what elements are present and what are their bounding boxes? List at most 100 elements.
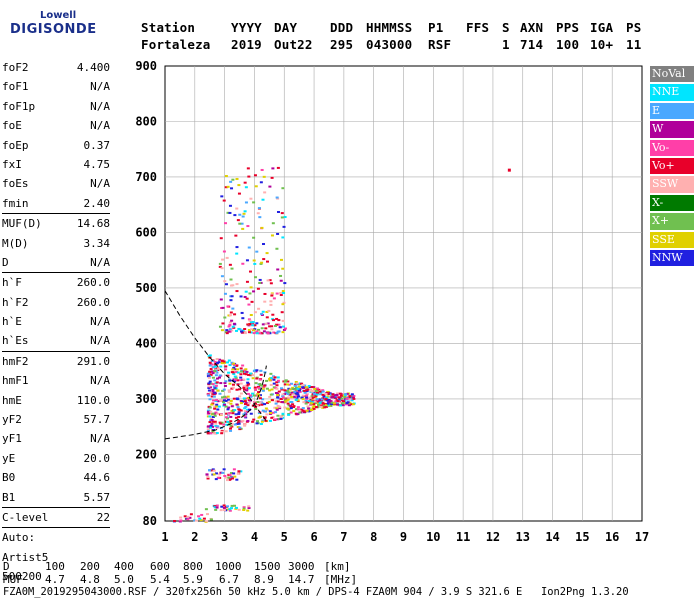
- echo-point: [208, 469, 212, 472]
- echo-point: [224, 368, 228, 371]
- echo-point: [246, 396, 250, 399]
- echo-point: [208, 406, 212, 409]
- echo-point: [258, 397, 262, 400]
- param-row: foF1 N/A: [2, 77, 110, 96]
- echo-point: [312, 407, 316, 410]
- echo-point: [213, 420, 217, 423]
- echo-point: [302, 389, 306, 392]
- echo-point: [313, 387, 317, 390]
- echo-point: [315, 391, 319, 394]
- echo-point: [250, 328, 254, 331]
- x-tick-label: 16: [605, 530, 619, 544]
- echo-point: [213, 414, 217, 417]
- echo-point: [267, 309, 271, 312]
- echo-point: [336, 392, 340, 395]
- echo-point: [344, 403, 348, 406]
- echo-point: [234, 416, 238, 419]
- param-row: foF2 4.400: [2, 58, 110, 77]
- echo-point: [312, 392, 316, 395]
- echo-point: [268, 332, 272, 335]
- echo-point: [224, 476, 228, 479]
- echo-point: [239, 402, 243, 405]
- param-value: N/A: [90, 432, 110, 446]
- echo-point: [208, 386, 212, 389]
- echo-point: [240, 330, 244, 333]
- echo-point: [224, 399, 228, 402]
- echo-point: [216, 362, 220, 365]
- echo-point: [262, 330, 266, 333]
- echo-point: [260, 403, 264, 406]
- footer-d-label: D: [3, 560, 10, 573]
- echo-point: [281, 303, 285, 306]
- param-name: Auto:: [2, 531, 36, 545]
- echo-point: [237, 327, 241, 330]
- param-value: N/A: [90, 99, 110, 113]
- echo-point: [268, 325, 272, 328]
- echo-point: [274, 400, 278, 403]
- echo-point: [207, 389, 211, 392]
- echo-point: [272, 378, 276, 381]
- echo-point: [313, 398, 317, 401]
- x-tick-label: 2: [191, 530, 198, 544]
- echo-point: [265, 310, 269, 313]
- echo-point: [342, 400, 346, 403]
- echo-point: [286, 393, 290, 396]
- param-row: yE 20.0: [2, 449, 110, 468]
- echo-point: [280, 415, 284, 418]
- header-axn-label: AXN: [520, 20, 544, 35]
- echo-point: [188, 516, 192, 519]
- param-row: hmE 110.0: [2, 391, 110, 410]
- echo-point: [233, 368, 237, 371]
- echo-point: [231, 477, 235, 480]
- echo-point: [336, 400, 340, 403]
- echo-point: [307, 407, 311, 410]
- footer-muf-7: 8.9: [254, 573, 274, 586]
- echo-point: [208, 361, 212, 364]
- echo-point: [208, 415, 212, 418]
- echo-point: [229, 311, 233, 314]
- echo-point: [207, 354, 211, 357]
- echo-point: [205, 520, 209, 523]
- echo-point: [281, 412, 285, 415]
- echo-point: [295, 396, 299, 399]
- header-p1-value: RSF: [428, 37, 452, 52]
- echo-point: [296, 387, 300, 390]
- echo-point: [209, 424, 213, 427]
- echo-point: [244, 368, 248, 371]
- echo-point: [226, 374, 230, 377]
- echo-point: [226, 185, 230, 188]
- legend-entry: W: [650, 121, 694, 138]
- echo-point: [275, 292, 279, 295]
- echo-point: [233, 475, 237, 478]
- echo-point: [296, 408, 300, 411]
- echo-point: [310, 390, 314, 393]
- echo-point: [215, 506, 219, 509]
- echo-point: [253, 311, 257, 314]
- param-name: foF2: [2, 61, 29, 74]
- echo-point: [271, 313, 275, 316]
- echo-point: [253, 405, 257, 408]
- echo-point: [286, 383, 290, 386]
- echo-point: [224, 430, 228, 433]
- echo-point: [226, 211, 230, 214]
- echo-point: [272, 331, 276, 334]
- echo-point: [292, 405, 296, 408]
- echo-point: [255, 322, 259, 325]
- echo-point: [270, 234, 274, 237]
- echo-point: [211, 402, 215, 405]
- echo-point: [233, 214, 237, 217]
- echo-point: [210, 363, 214, 366]
- echo-point: [234, 506, 238, 509]
- echo-point: [178, 520, 182, 523]
- echo-point: [269, 393, 273, 396]
- echo-point: [227, 476, 231, 479]
- echo-point: [213, 365, 217, 368]
- echo-point: [319, 391, 323, 394]
- echo-point: [305, 393, 309, 396]
- echo-point: [224, 222, 228, 225]
- echo-point: [249, 197, 253, 200]
- x-tick-label: 7: [340, 530, 347, 544]
- legend-entry: Vo+: [650, 157, 694, 175]
- echo-point: [249, 372, 253, 375]
- echo-point: [257, 328, 261, 331]
